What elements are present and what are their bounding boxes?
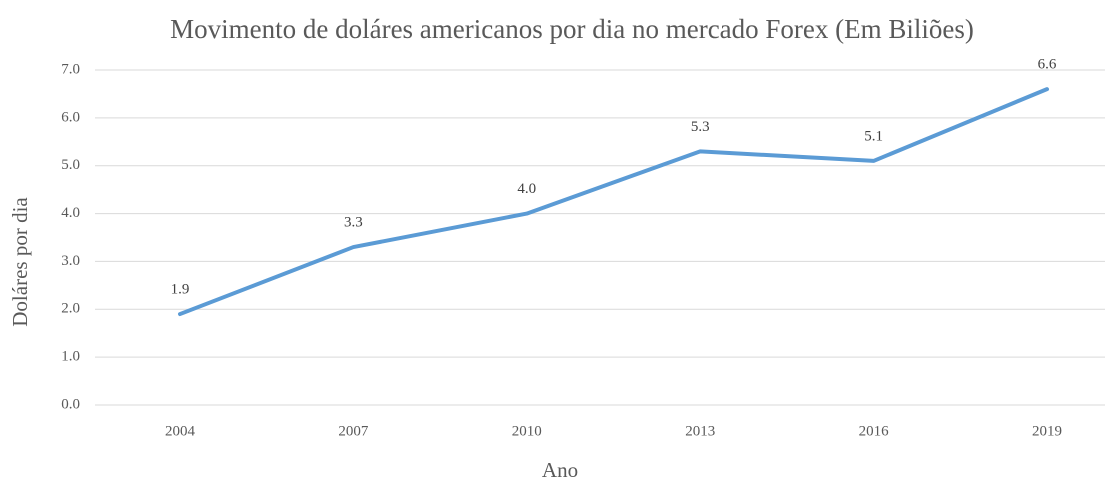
y-tick-label: 7.0 <box>61 61 80 77</box>
y-tick-label: 4.0 <box>61 205 80 221</box>
x-tick-label: 2004 <box>165 423 196 439</box>
x-axis-title: Ano <box>542 458 578 482</box>
x-tick-label: 2007 <box>338 423 369 439</box>
data-label: 4.0 <box>517 181 536 197</box>
data-line <box>178 87 1049 317</box>
data-label: 6.6 <box>1038 57 1057 73</box>
data-label: 5.1 <box>864 128 883 144</box>
y-tick-label: 6.0 <box>61 109 80 125</box>
y-tick-label: 5.0 <box>61 157 80 173</box>
data-label: 1.9 <box>171 282 190 298</box>
y-tick-label: 2.0 <box>61 301 80 317</box>
x-tick-label: 2019 <box>1032 423 1062 439</box>
data-label: 5.3 <box>691 119 710 135</box>
y-axis-title: Doláres por dia <box>8 197 32 327</box>
x-tick-label: 2016 <box>859 423 890 439</box>
x-tick-label: 2013 <box>685 423 715 439</box>
chart-title: Movimento de doláres americanos por dia … <box>170 14 974 44</box>
data-label: 3.3 <box>344 215 363 231</box>
y-tick-label: 3.0 <box>61 253 80 269</box>
y-tick-label: 1.0 <box>61 349 80 365</box>
y-tick-label: 0.0 <box>61 396 80 412</box>
x-tick-label: 2010 <box>512 423 542 439</box>
